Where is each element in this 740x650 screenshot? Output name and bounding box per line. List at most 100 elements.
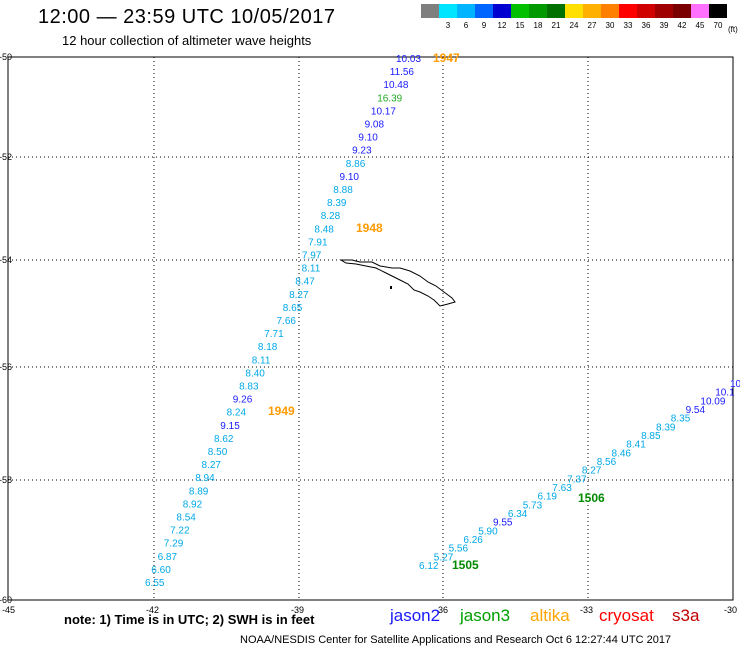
track-value-label: 8.27 <box>202 460 222 471</box>
track-value-label: 10.17 <box>371 106 396 117</box>
track-value-label: 8.56 <box>597 457 617 468</box>
track-value-label: 6.26 <box>463 535 483 546</box>
lon-tick-label: -36 <box>435 605 448 615</box>
track-value-label: 6.55 <box>145 578 165 589</box>
track-value-label: 10.09 <box>700 396 725 407</box>
page-subtitle: 12 hour collection of altimeter wave hei… <box>62 33 312 48</box>
track-value-label: 8.65 <box>283 303 303 314</box>
track-value-label: 8.27 <box>582 466 602 477</box>
track-value-label: 7.29 <box>164 539 184 550</box>
track-value-label: 8.54 <box>176 513 196 524</box>
track-value-label: 7.97 <box>302 251 322 262</box>
lat-tick-label: -56 <box>0 362 12 372</box>
lat-tick-label: -54 <box>0 255 12 265</box>
lon-tick-label: -45 <box>2 605 15 615</box>
track-value-label: 6.12 <box>419 561 439 572</box>
legend-swatch: 6 <box>457 4 475 34</box>
lon-tick-label: -42 <box>146 605 159 615</box>
pass-time-label: 1505 <box>452 558 479 572</box>
track-value-label: 8.92 <box>183 499 203 510</box>
legend-swatch <box>421 4 439 34</box>
page-title: 12:00 — 23:59 UTC 10/05/2017 <box>38 6 336 28</box>
lon-tick-label: -30 <box>724 605 737 615</box>
legend-label: 9 <box>481 21 487 30</box>
track-value-label: 8.86 <box>346 159 366 170</box>
legend-swatch: 21 <box>547 4 565 34</box>
track-value-label: 8.39 <box>656 422 676 433</box>
track-value-label: 8.94 <box>195 473 215 484</box>
legend-label: 39 <box>659 21 669 30</box>
track-value-label: 8.28 <box>321 211 341 222</box>
track-value-label: 8.89 <box>189 486 209 497</box>
legend-swatch: 27 <box>583 4 601 34</box>
legend-label: 24 <box>569 21 579 30</box>
track-value-label: 8.62 <box>214 434 234 445</box>
track-value-label: 5.73 <box>523 500 543 511</box>
track-value-label: 10.1 <box>715 388 735 399</box>
track-value-label: 9.10 <box>358 133 378 144</box>
lon-tick-label: -39 <box>291 605 304 615</box>
track-value-label: 7.22 <box>170 526 190 537</box>
legend-swatch: 24 <box>565 4 583 34</box>
lat-tick-label: -50 <box>0 52 12 62</box>
legend-swatch: 9 <box>475 4 493 34</box>
track-value-label: 5.90 <box>478 526 498 537</box>
track-value-label: 8.27 <box>289 290 309 301</box>
track-value-label: 7.71 <box>264 329 284 340</box>
track-value-label: 10 <box>730 379 740 390</box>
legend-label: 12 <box>497 21 507 30</box>
legend-label: 70 <box>713 21 723 30</box>
track-value-label: 8.47 <box>295 277 315 288</box>
legend-swatch: 42 <box>673 4 691 34</box>
legend-swatch: 3 <box>439 4 457 34</box>
track-value-label: 8.88 <box>333 185 353 196</box>
legend-label: 3 <box>445 21 451 30</box>
track-value-label: 8.48 <box>314 224 334 235</box>
track-value-label: 8.11 <box>302 264 321 275</box>
track-value-label: 9.15 <box>220 421 240 432</box>
legend-label: 21 <box>551 21 561 30</box>
sat-jason3: jason3 <box>460 606 511 625</box>
track-value-label: 6.87 <box>158 552 178 563</box>
track-value-label: 8.46 <box>612 448 632 459</box>
legend-swatch: 70 <box>709 4 727 34</box>
island-outline <box>339 259 456 307</box>
lat-tick-label: -52 <box>0 152 12 162</box>
legend-label: 36 <box>641 21 651 30</box>
legend-label: 45 <box>695 21 705 30</box>
islet <box>390 286 392 289</box>
legend-swatch: 30 <box>601 4 619 34</box>
track-value-label: 8.41 <box>626 440 646 451</box>
track-value-label: 8.40 <box>245 368 265 379</box>
track-value-label: 8.39 <box>327 198 347 209</box>
track-value-label: 9.10 <box>340 172 360 183</box>
track-value-label: 10.48 <box>383 80 408 91</box>
track-value-label: 7.37 <box>567 474 587 485</box>
track-value-label: 11.56 <box>390 67 415 78</box>
legend-swatch: 15 <box>511 4 529 34</box>
pass-time-label: 1949 <box>268 404 295 418</box>
legend-label: 30 <box>605 21 615 30</box>
footer-credit: NOAA/NESDIS Center for Satellite Applica… <box>240 634 672 646</box>
legend-swatch: 18 <box>529 4 547 34</box>
legend-label: 6 <box>463 21 469 30</box>
track-value-label: 8.85 <box>641 431 661 442</box>
track-value-label: 9.08 <box>365 120 385 131</box>
legend-swatch: 12 <box>493 4 511 34</box>
pass-time-label: 1506 <box>578 491 605 505</box>
track-value-label: 5.27 <box>434 552 454 563</box>
track-value-label: 9.23 <box>352 146 372 157</box>
legend-label: 27 <box>587 21 597 30</box>
track-value-label: 6.19 <box>538 492 558 503</box>
track-value-label: 7.91 <box>308 237 328 248</box>
track-value-label: 6.60 <box>151 565 171 576</box>
track-value-label: 8.83 <box>239 382 259 393</box>
track-value-label: 6.34 <box>508 509 528 520</box>
track-value-label: 7.66 <box>277 316 297 327</box>
lat-tick-label: -60 <box>0 595 12 605</box>
legend-label: 42 <box>677 21 687 30</box>
legend-label: 33 <box>623 21 633 30</box>
track-value-label: 8.24 <box>227 408 247 419</box>
color-legend: 3 6 9 12 15 18 21 24 27 30 33 36 39 42 45 70 (ft) <box>421 4 738 34</box>
track-value-label: 7.63 <box>552 483 572 494</box>
